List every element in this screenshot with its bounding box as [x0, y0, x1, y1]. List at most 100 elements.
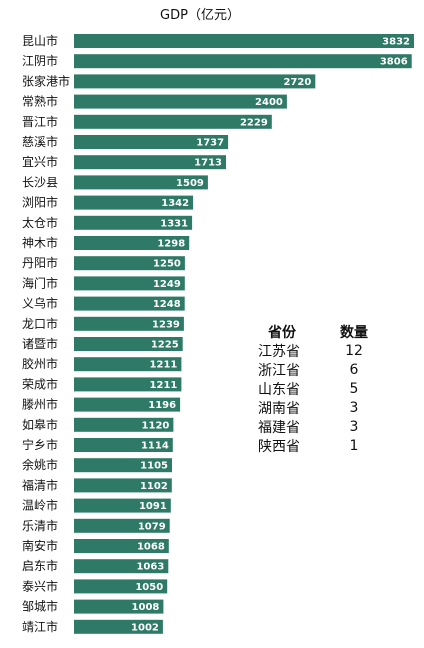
province-count: 3: [349, 418, 359, 435]
category-label: 神木市: [22, 235, 58, 250]
category-label: 胶州市: [22, 356, 58, 371]
value-label: 1298: [157, 239, 185, 250]
province-count: 3: [349, 399, 359, 416]
bar: [74, 397, 181, 412]
province-name: 江苏省: [258, 343, 300, 360]
category-label: 泰兴市: [22, 578, 58, 593]
summary-row: 福建省 3: [258, 417, 374, 436]
category-label: 温岭市: [22, 498, 58, 513]
summary-row: 陕西省 1: [258, 436, 374, 455]
category-label: 福清市: [22, 477, 58, 492]
value-label: 2400: [255, 97, 283, 108]
category-label: 长沙县: [22, 175, 58, 189]
province-name: 陕西省: [258, 438, 300, 455]
value-label: 1249: [153, 279, 181, 290]
bar: [74, 498, 171, 513]
province-column-header: 省份: [268, 324, 296, 341]
value-label: 1211: [150, 360, 178, 371]
bar: [74, 114, 272, 129]
category-label: 常熟市: [22, 94, 58, 109]
value-label: 1063: [136, 562, 164, 573]
category-label: 余姚市: [22, 457, 58, 472]
bar: [74, 539, 169, 553]
category-label: 太仓市: [22, 215, 58, 230]
category-label: 荣成市: [22, 376, 58, 391]
category-label: 乐清市: [22, 518, 58, 533]
value-label: 1248: [153, 299, 181, 310]
value-label: 1331: [160, 218, 188, 229]
bar: [74, 599, 164, 614]
category-label: 宁乡市: [22, 437, 58, 452]
category-label: 如皋市: [22, 417, 58, 432]
value-label: 1211: [150, 380, 178, 391]
value-label: 1196: [148, 400, 176, 411]
summary-row: 湖南省 3: [258, 398, 374, 417]
bar: [74, 74, 316, 89]
category-label: 启东市: [22, 558, 58, 573]
bar: [74, 195, 194, 210]
value-label: 2229: [240, 117, 268, 128]
category-label: 南安市: [22, 538, 58, 553]
bar: [74, 518, 170, 533]
bar: [74, 619, 163, 634]
province-count: 12: [345, 342, 363, 359]
chart-title: GDP（亿元）: [160, 8, 240, 23]
province-name: 福建省: [258, 419, 300, 436]
summary-row: 江苏省 12: [258, 341, 374, 360]
value-label: 1105: [140, 461, 168, 472]
value-label: 1713: [194, 158, 222, 169]
count-column-header: 数量: [340, 324, 368, 341]
bar: [74, 377, 182, 392]
value-label: 1102: [140, 481, 168, 492]
category-label: 宜兴市: [22, 154, 58, 169]
bar: [74, 215, 193, 230]
value-label: 2720: [283, 77, 311, 88]
category-label: 昆山市: [22, 33, 58, 48]
bar: [74, 256, 185, 271]
bars-group: 昆山市 3832 江阴市 3806 张家港市 2720 常熟市 2400 晋江市 2229 慈溪市 1…: [22, 33, 414, 634]
value-label: 1114: [141, 441, 169, 452]
category-label: 滕州市: [22, 397, 58, 412]
category-label: 靖江市: [22, 619, 58, 634]
value-label: 1737: [196, 138, 224, 149]
bar: [74, 316, 184, 331]
category-label: 慈溪市: [22, 134, 58, 149]
value-label: 1509: [176, 178, 204, 189]
category-label: 晋江市: [22, 114, 58, 129]
value-label: 1120: [142, 420, 170, 431]
value-label: 1091: [139, 501, 167, 512]
bar: [74, 54, 412, 69]
category-label: 张家港市: [22, 73, 70, 88]
bar: [74, 458, 172, 473]
value-label: 1068: [137, 542, 165, 553]
bar: [74, 559, 169, 574]
summary-header-row: 省份 数量: [258, 322, 374, 341]
value-label: 3832: [382, 37, 410, 48]
value-label: 1250: [153, 259, 181, 270]
bar: [74, 94, 287, 109]
province-name: 山东省: [258, 381, 300, 398]
province-count: 5: [349, 380, 359, 397]
value-label: 1002: [131, 622, 159, 633]
value-label: 1079: [138, 521, 166, 532]
bar: [74, 337, 183, 351]
bar: [74, 276, 185, 291]
category-label: 江阴市: [22, 53, 58, 68]
bar: [74, 417, 174, 432]
province-name: 湖南省: [258, 400, 300, 417]
bar: [74, 478, 172, 493]
value-label: 1050: [135, 582, 163, 593]
bar: [74, 438, 173, 452]
value-label: 1342: [161, 198, 189, 209]
bar: [74, 34, 414, 48]
bar: [74, 357, 182, 372]
province-name: 浙江省: [258, 362, 300, 379]
bar: [74, 155, 226, 170]
category-label: 龙口市: [22, 316, 58, 331]
category-label: 浏阳市: [22, 195, 58, 210]
value-label: 1239: [152, 319, 180, 330]
province-count: 1: [349, 437, 359, 454]
value-label: 3806: [380, 57, 408, 68]
summary-row: 浙江省 6: [258, 360, 374, 379]
